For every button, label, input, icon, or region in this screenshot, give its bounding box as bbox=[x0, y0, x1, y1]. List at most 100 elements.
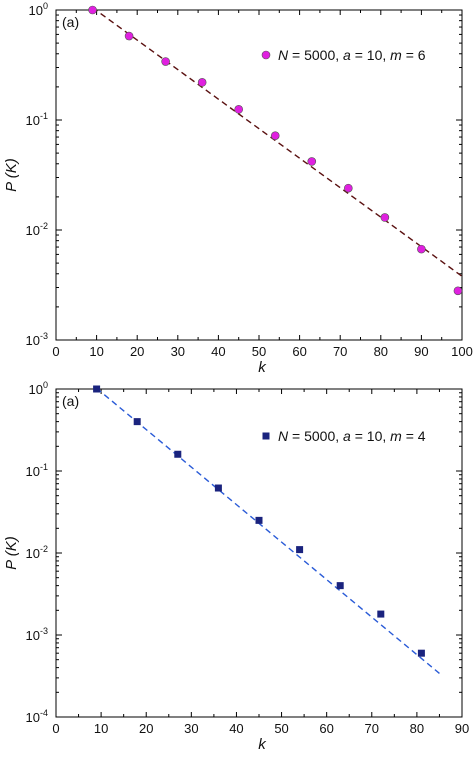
data-point bbox=[214, 484, 222, 492]
data-point bbox=[377, 610, 385, 618]
x-tick-label: 70 bbox=[333, 344, 347, 359]
x-tick-label: 40 bbox=[211, 344, 225, 359]
data-point bbox=[307, 157, 317, 166]
x-axis-title: k bbox=[258, 359, 267, 376]
y-tick-label: 10-3 bbox=[26, 626, 48, 643]
data-point bbox=[161, 57, 170, 66]
legend-text-part: = bbox=[288, 428, 304, 444]
legend-marker bbox=[262, 432, 270, 440]
x-tick-label: 40 bbox=[229, 721, 243, 736]
x-tick-label: 70 bbox=[365, 721, 379, 736]
y-tick-exponent: -1 bbox=[40, 462, 48, 472]
fit-line bbox=[92, 7, 463, 277]
legend-value-N: 5000 bbox=[304, 47, 335, 63]
legend-value-m: 6 bbox=[418, 47, 426, 63]
y-tick-base: 10 bbox=[26, 113, 40, 128]
legend-text-part: = bbox=[402, 47, 418, 63]
legend-value-N: 5000 bbox=[304, 428, 335, 444]
y-tick-base: 10 bbox=[26, 628, 40, 643]
x-tick-label: 50 bbox=[274, 721, 288, 736]
y-tick-label: 10-2 bbox=[26, 544, 48, 561]
data-point bbox=[336, 582, 344, 590]
x-tick-label: 10 bbox=[89, 344, 103, 359]
data-point bbox=[344, 183, 353, 193]
x-axis-title: k bbox=[258, 736, 267, 753]
y-tick-base: 10 bbox=[26, 333, 40, 348]
x-tick-label: 0 bbox=[52, 721, 59, 736]
y-axis-title: P (K) bbox=[3, 536, 20, 570]
data-point bbox=[93, 385, 101, 393]
data-point bbox=[380, 213, 390, 222]
y-tick-label: 10-2 bbox=[26, 221, 48, 238]
y-tick-exponent: 0 bbox=[43, 1, 48, 11]
y-tick-label: 10-1 bbox=[26, 462, 48, 479]
legend-value-a: 10 bbox=[367, 47, 383, 63]
x-tick-label: 90 bbox=[455, 721, 469, 736]
x-tick-label: 20 bbox=[139, 721, 153, 736]
y-tick-exponent: -3 bbox=[40, 331, 48, 341]
data-point bbox=[174, 450, 182, 458]
legend-value-m: 4 bbox=[418, 428, 426, 444]
x-tick-label: 0 bbox=[52, 344, 59, 359]
y-tick-exponent: -2 bbox=[40, 221, 48, 231]
y-tick-base: 10 bbox=[26, 710, 40, 725]
data-point bbox=[417, 649, 425, 657]
y-tick-exponent: -4 bbox=[40, 708, 48, 718]
legend-text-part: = bbox=[351, 47, 367, 63]
legend-text-part: a bbox=[343, 428, 351, 444]
y-tick-base: 10 bbox=[26, 464, 40, 479]
legend-text-part: N bbox=[278, 47, 289, 63]
data-point bbox=[88, 5, 97, 15]
data-point bbox=[124, 31, 134, 41]
panel-label: (a) bbox=[62, 14, 79, 30]
legend-text-part: , bbox=[335, 47, 343, 63]
fit-line bbox=[96, 387, 440, 674]
panel-top: 0 10 20 30 40 50 60 70 80 90 10010010-110-210-3kP … bbox=[3, 1, 473, 376]
x-tick-label: 30 bbox=[171, 344, 185, 359]
x-tick-label: 10 bbox=[94, 721, 108, 736]
x-tick-label: 50 bbox=[252, 344, 266, 359]
x-tick-label: 80 bbox=[374, 344, 388, 359]
legend-marker bbox=[261, 50, 271, 60]
x-tick-label: 60 bbox=[319, 721, 333, 736]
data-point bbox=[270, 131, 280, 140]
data-point bbox=[417, 244, 426, 254]
x-tick-label: 20 bbox=[130, 344, 144, 359]
x-tick-label: 30 bbox=[184, 721, 198, 736]
x-tick-label: 80 bbox=[410, 721, 424, 736]
data-point bbox=[197, 78, 207, 87]
panel-label: (a) bbox=[62, 393, 79, 409]
data-point bbox=[255, 516, 263, 524]
legend-text-part: = bbox=[288, 47, 304, 63]
legend-text-part: , bbox=[335, 428, 343, 444]
y-tick-exponent: -3 bbox=[40, 626, 48, 636]
y-tick-base: 10 bbox=[29, 3, 43, 18]
legend-text-part: , bbox=[382, 47, 390, 63]
data-point bbox=[453, 286, 463, 296]
y-tick-base: 10 bbox=[29, 382, 43, 397]
legend-text-part: , bbox=[382, 428, 390, 444]
legend-value-a: 10 bbox=[367, 428, 383, 444]
legend-text-part: = bbox=[402, 428, 418, 444]
y-tick-exponent: -1 bbox=[40, 111, 48, 121]
y-tick-label: 100 bbox=[29, 1, 48, 18]
y-tick-label: 100 bbox=[29, 380, 48, 397]
y-tick-base: 10 bbox=[26, 546, 40, 561]
legend-text-part: m bbox=[390, 428, 402, 444]
legend-label: N = 5000, a = 10, m = 4 bbox=[278, 428, 426, 444]
x-tick-label: 60 bbox=[292, 344, 306, 359]
y-axis-title: P (K) bbox=[3, 158, 20, 192]
x-tick-label: 100 bbox=[451, 344, 473, 359]
y-tick-label: 10-1 bbox=[26, 111, 48, 128]
data-point bbox=[296, 546, 304, 554]
x-tick-label: 90 bbox=[414, 344, 428, 359]
data-point bbox=[133, 418, 141, 426]
legend-text-part: N bbox=[278, 428, 289, 444]
panel-bottom: 0 10 20 30 40 50 60 70 80 9010010-110-210-310-4kP… bbox=[3, 380, 469, 753]
y-tick-exponent: 0 bbox=[43, 380, 48, 390]
legend-text-part: m bbox=[390, 47, 402, 63]
legend-text-part: = bbox=[351, 428, 367, 444]
legend-text-part: a bbox=[343, 47, 351, 63]
legend-label: N = 5000, a = 10, m = 6 bbox=[278, 47, 426, 63]
